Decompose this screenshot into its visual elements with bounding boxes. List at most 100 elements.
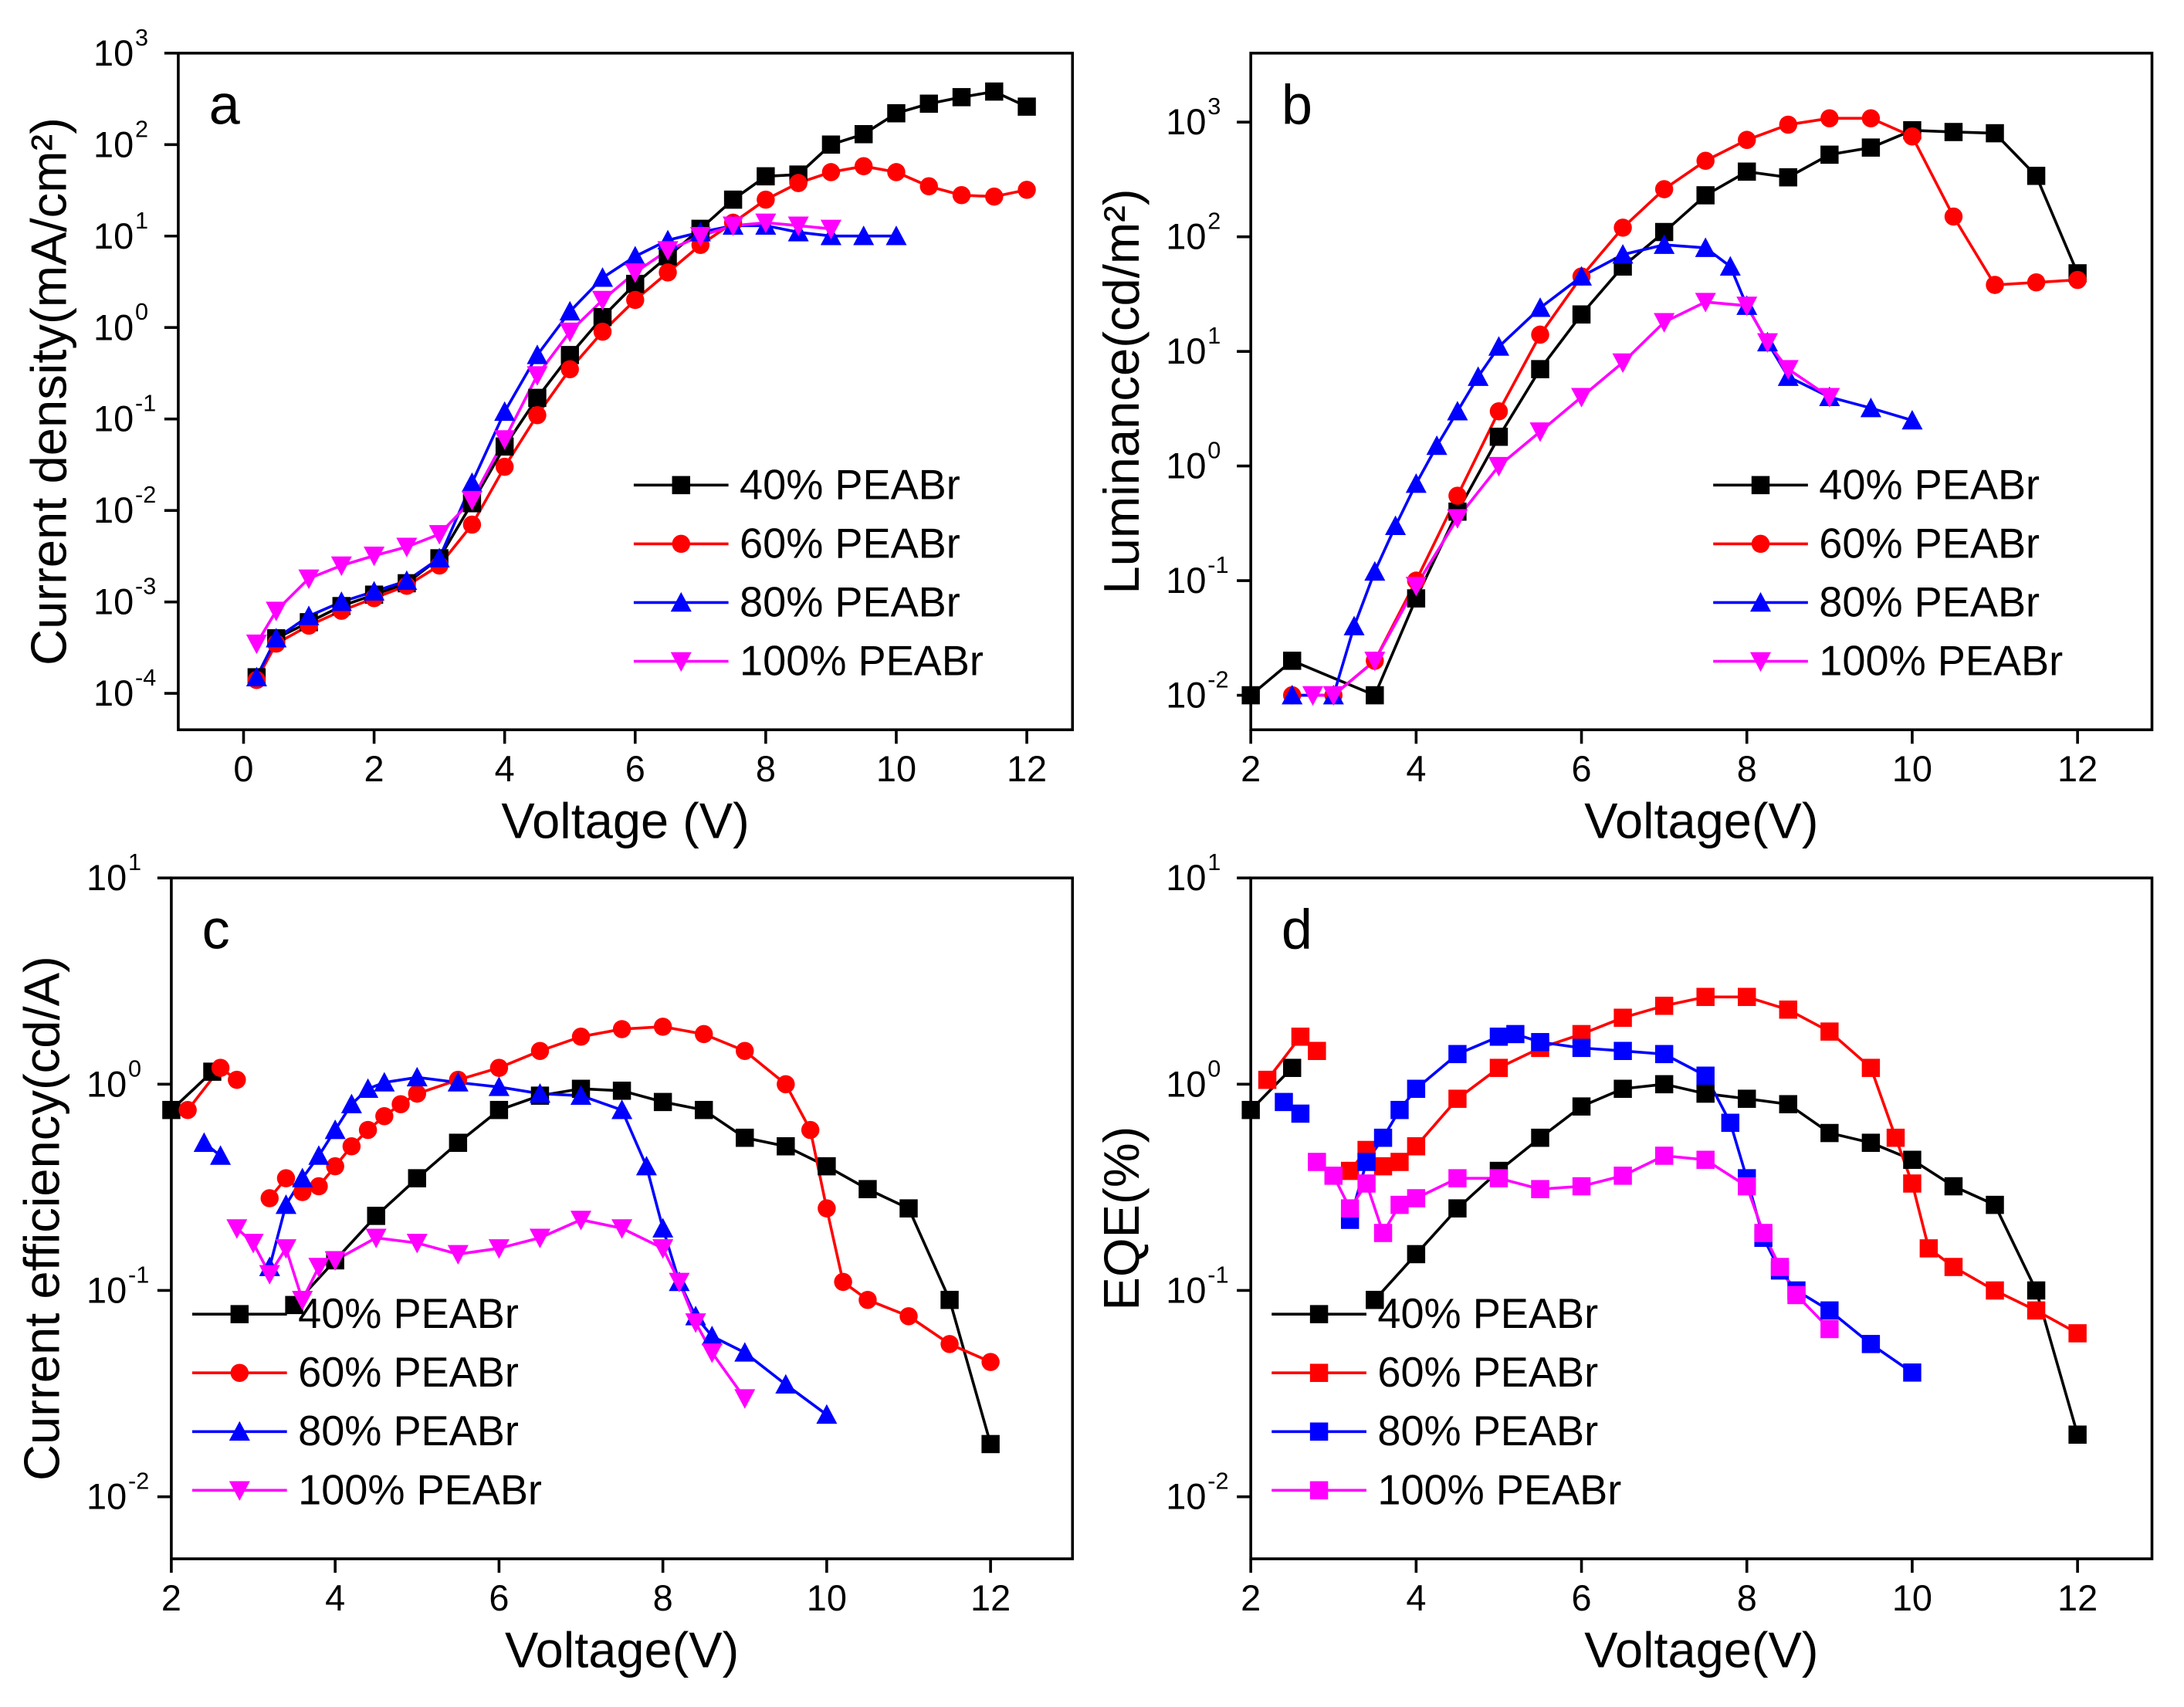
marker: [1779, 168, 1798, 187]
marker: [1572, 1025, 1591, 1044]
marker: [1901, 409, 1923, 430]
marker: [723, 190, 743, 209]
marker: [292, 1290, 313, 1311]
marker: [1903, 1363, 1922, 1382]
panel-label: d: [1282, 899, 1312, 961]
y-tick-exponent: 2: [1207, 208, 1221, 235]
marker: [559, 300, 581, 321]
y-tick-label: 10: [93, 489, 134, 530]
marker: [1654, 996, 1674, 1015]
legend-label: 100% PEABr: [298, 1467, 542, 1513]
marker: [1819, 388, 1840, 408]
marker: [734, 1342, 756, 1362]
y-tick-exponent: -1: [128, 1261, 149, 1288]
marker: [1944, 1177, 1963, 1196]
x-tick-label: 8: [1737, 1577, 1757, 1618]
marker: [2027, 273, 2046, 292]
marker: [940, 1335, 959, 1353]
marker: [1572, 1177, 1591, 1196]
legend-marker: [1309, 1481, 1329, 1500]
marker: [406, 1066, 428, 1087]
marker: [1696, 1150, 1715, 1170]
x-axis-title: Voltage(V): [505, 1621, 739, 1678]
y-tick-label: 10: [1166, 1476, 1206, 1517]
legend-marker: [1751, 476, 1770, 495]
marker: [591, 267, 614, 287]
marker: [449, 1133, 468, 1152]
y-tick-label: 10: [86, 1063, 127, 1104]
y-tick-exponent: 3: [1207, 93, 1221, 120]
marker: [723, 216, 744, 236]
marker: [940, 1290, 959, 1309]
marker: [787, 216, 809, 236]
x-tick-label: 8: [1737, 748, 1757, 789]
marker: [408, 1169, 427, 1187]
marker: [1488, 456, 1509, 477]
marker: [593, 307, 612, 327]
y-tick-label: 10: [1166, 330, 1206, 371]
marker: [447, 1072, 469, 1092]
marker: [899, 1199, 918, 1218]
x-tick-label: 2: [1241, 748, 1261, 789]
marker: [635, 1156, 657, 1176]
x-tick-label: 8: [756, 748, 776, 789]
marker: [1322, 686, 1344, 706]
marker: [1366, 1290, 1384, 1309]
marker: [1282, 684, 1303, 705]
marker: [1308, 1041, 1326, 1060]
legend-marker: [230, 1305, 249, 1323]
marker: [298, 569, 320, 589]
marker: [1018, 181, 1036, 199]
marker: [1613, 1041, 1632, 1060]
marker: [1390, 1100, 1409, 1119]
marker: [1986, 276, 2004, 294]
marker: [1613, 1008, 1632, 1028]
marker: [495, 457, 514, 476]
x-tick-label: 10: [807, 1577, 847, 1618]
marker: [625, 246, 646, 266]
y-tick-label: 10: [1166, 216, 1206, 257]
y-tick-exponent: 1: [1207, 322, 1221, 349]
marker: [494, 401, 516, 422]
marker: [162, 1100, 181, 1119]
y-tick-label: 10: [1166, 675, 1206, 716]
marker: [570, 1085, 592, 1105]
x-tick-label: 6: [625, 748, 645, 789]
marker: [1340, 1161, 1359, 1180]
y-tick-label: 10: [1166, 101, 1206, 142]
marker: [591, 290, 614, 311]
y-tick-exponent: 0: [128, 1055, 141, 1082]
plot-frame: [1249, 52, 2154, 732]
marker: [985, 187, 1004, 206]
marker: [734, 1389, 756, 1409]
marker: [1531, 1033, 1549, 1052]
marker: [1654, 180, 1674, 198]
marker: [1861, 138, 1881, 157]
x-tick-label: 12: [970, 1577, 1011, 1618]
legend-label: 60% PEABr: [1819, 520, 2040, 567]
marker: [919, 177, 938, 196]
y-tick-exponent: -2: [128, 1468, 149, 1495]
marker: [1860, 398, 1881, 418]
legend-label: 100% PEABr: [1377, 1467, 1621, 1513]
marker: [1489, 427, 1508, 446]
marker: [193, 1132, 215, 1152]
marker: [1986, 124, 2004, 143]
marker: [1612, 353, 1634, 374]
legend-label: 80% PEABr: [1377, 1408, 1598, 1455]
marker: [308, 1258, 330, 1278]
marker: [1343, 615, 1365, 635]
marker: [1695, 293, 1716, 313]
marker: [1820, 1319, 1839, 1339]
marker: [1654, 234, 1675, 254]
marker: [858, 1290, 877, 1309]
marker: [428, 547, 450, 567]
legend-label: 80% PEABr: [1819, 579, 2040, 625]
marker: [1696, 1066, 1715, 1086]
y-tick-exponent: -2: [135, 481, 156, 508]
marker: [1986, 1195, 2004, 1214]
marker: [1754, 1224, 1773, 1242]
marker: [1820, 1022, 1839, 1041]
marker: [357, 1078, 379, 1099]
legend-label: 60% PEABr: [298, 1350, 519, 1396]
